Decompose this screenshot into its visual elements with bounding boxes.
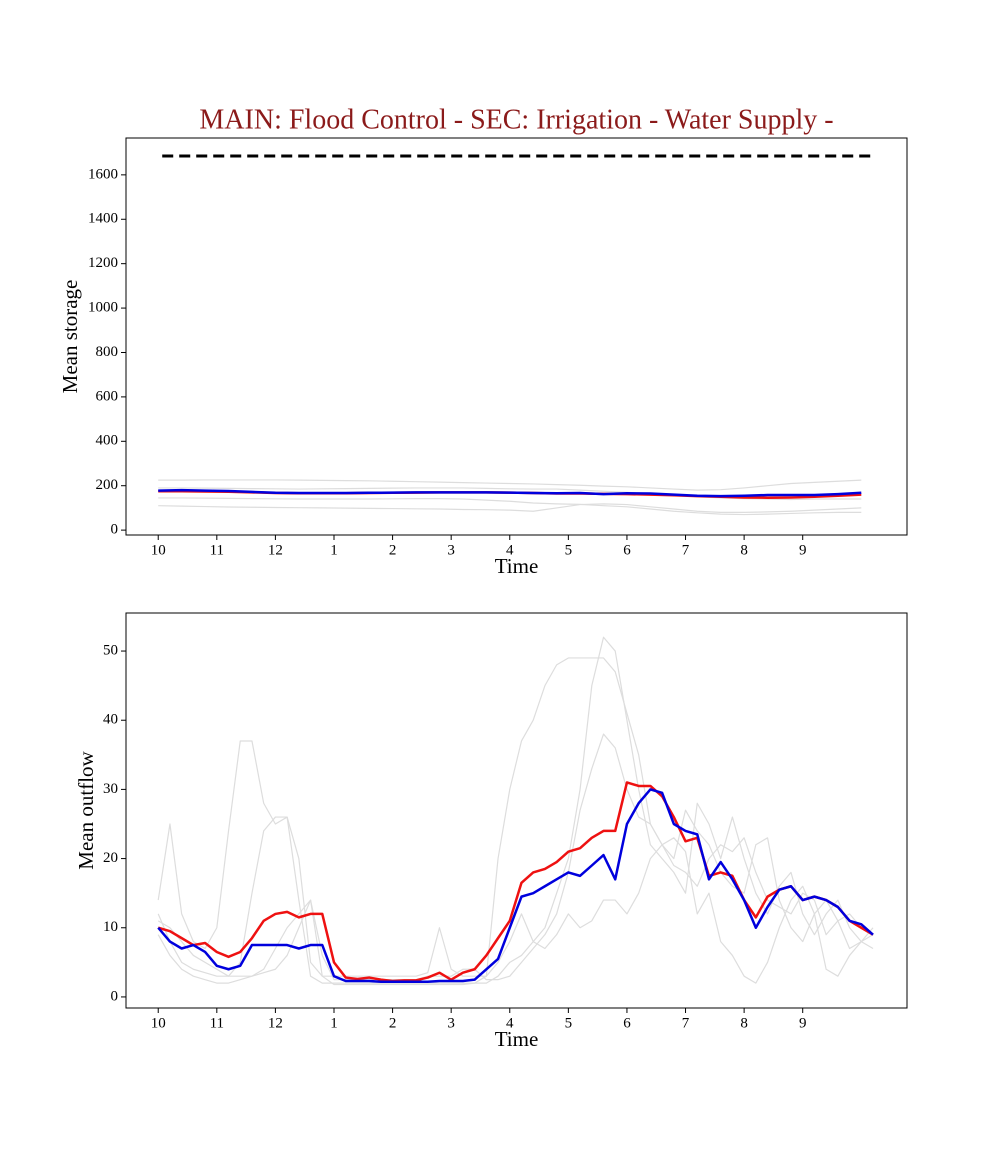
chart-title: MAIN: Flood Control - SEC: Irrigation - … bbox=[199, 104, 833, 135]
x-tick-label: 2 bbox=[389, 542, 397, 558]
plot-frame bbox=[125, 612, 908, 1009]
y-tick-label: 20 bbox=[103, 850, 118, 866]
y-tick-label: 1400 bbox=[88, 211, 118, 227]
y-axis-label: Mean storage bbox=[58, 280, 82, 394]
x-tick-label: 12 bbox=[268, 542, 283, 558]
y-axis-label: Mean outflow bbox=[74, 750, 98, 869]
series-line bbox=[158, 497, 862, 516]
series-line bbox=[157, 657, 874, 984]
x-tick-label: 9 bbox=[799, 1015, 807, 1031]
y-tick-label: 200 bbox=[96, 477, 119, 493]
x-tick-label: 6 bbox=[623, 542, 631, 558]
y-tick-label: 800 bbox=[96, 344, 119, 360]
x-tick-label: 10 bbox=[151, 542, 166, 558]
x-tick-label: 9 bbox=[799, 542, 807, 558]
series-line bbox=[157, 788, 874, 983]
series-line bbox=[157, 781, 874, 983]
y-tick-label: 1600 bbox=[88, 166, 118, 182]
x-tick-label: 12 bbox=[268, 1015, 283, 1031]
y-tick-label: 1200 bbox=[88, 255, 118, 271]
x-axis-label: Time bbox=[495, 554, 539, 578]
x-tick-label: 8 bbox=[740, 1015, 748, 1031]
y-tick-label: 0 bbox=[111, 988, 119, 1004]
x-tick-label: 4 bbox=[506, 542, 514, 558]
series-line bbox=[157, 636, 874, 977]
y-tick-label: 50 bbox=[103, 642, 118, 658]
y-tick-label: 600 bbox=[96, 388, 119, 404]
plot-frame bbox=[125, 137, 908, 536]
x-axis-label: Time bbox=[495, 1027, 539, 1051]
y-tick-label: 10 bbox=[103, 919, 118, 935]
x-tick-label: 6 bbox=[623, 1015, 631, 1031]
x-tick-label: 4 bbox=[506, 1015, 514, 1031]
y-tick-label: 1000 bbox=[88, 300, 118, 316]
x-tick-label: 1 bbox=[330, 542, 338, 558]
y-tick-label: 30 bbox=[103, 781, 118, 797]
x-tick-label: 7 bbox=[682, 1015, 690, 1031]
x-tick-label: 3 bbox=[447, 1015, 455, 1031]
x-tick-label: 5 bbox=[565, 1015, 573, 1031]
x-tick-label: 3 bbox=[447, 542, 455, 558]
y-tick-label: 40 bbox=[103, 712, 118, 728]
x-tick-label: 8 bbox=[740, 542, 748, 558]
series-line bbox=[157, 733, 874, 981]
series-line bbox=[158, 479, 862, 491]
series-line bbox=[158, 503, 862, 513]
x-tick-label: 2 bbox=[389, 1015, 397, 1031]
x-tick-label: 7 bbox=[682, 542, 690, 558]
x-tick-label: 11 bbox=[210, 1015, 224, 1031]
x-tick-label: 10 bbox=[151, 1015, 166, 1031]
y-tick-label: 0 bbox=[111, 522, 119, 538]
series-line bbox=[158, 488, 862, 498]
x-tick-label: 5 bbox=[565, 542, 573, 558]
y-tick-label: 400 bbox=[96, 433, 119, 449]
x-tick-label: 11 bbox=[210, 542, 224, 558]
x-tick-label: 1 bbox=[330, 1015, 338, 1031]
